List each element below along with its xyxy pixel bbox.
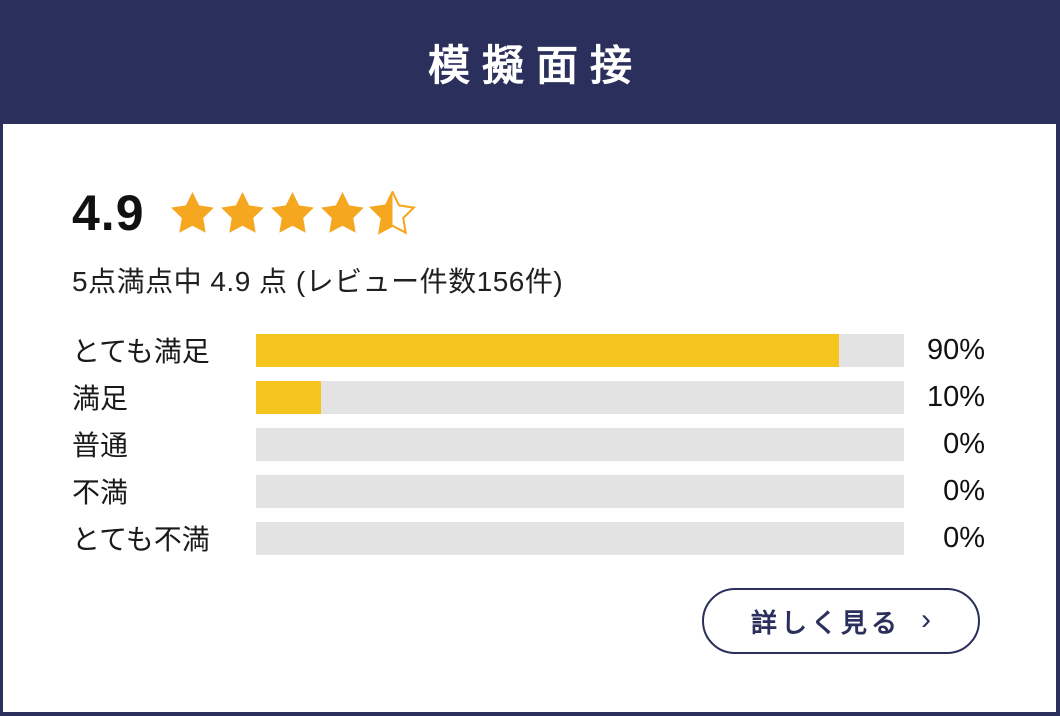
- rating-bar-row: 満足 10%: [72, 377, 985, 414]
- rating-bar-percent: 0%: [943, 427, 985, 460]
- rating-bar-label: とても満足: [72, 336, 210, 367]
- star-full-icon: [170, 191, 214, 233]
- rating-bar-row: 不満 0%: [72, 471, 985, 508]
- rating-bar-label: 不満: [72, 477, 129, 508]
- rating-bar-track: [256, 427, 904, 461]
- star-full-icon: [320, 191, 364, 233]
- rating-bar-track: [256, 380, 904, 414]
- rating-bar-label: 満足: [72, 383, 129, 414]
- chevron-right-icon: ›: [921, 602, 931, 636]
- button-row: 詳しく見る ›: [3, 588, 980, 654]
- rating-bar-row: 普通 0%: [72, 424, 985, 461]
- rating-bars: とても満足 90% 満足 10% 普通 0% 不満 0% とても不満 0%: [72, 330, 985, 555]
- rating-bar-track: [256, 333, 904, 367]
- page-title: 模擬面接: [427, 41, 644, 89]
- see-details-label: 詳しく見る: [750, 607, 901, 638]
- rating-bar-percent: 0%: [943, 474, 985, 507]
- rating-bar-percent: 90%: [926, 333, 985, 366]
- rating-bar-track: [256, 521, 904, 555]
- rating-bar-percent: 0%: [943, 521, 985, 554]
- star-full-icon: [220, 191, 264, 233]
- rating-bar-row: とても満足 90%: [72, 330, 985, 367]
- rating-bar-fill: [256, 333, 840, 367]
- review-card: 4.9 5点満点中 4.9 点 (レビュー件数156件) とても満足 90% 満足 1…: [3, 124, 1056, 712]
- star-rating: [169, 190, 416, 236]
- rating-bar-fill: [256, 380, 321, 414]
- see-details-button[interactable]: 詳しく見る ›: [702, 588, 980, 654]
- star-full-icon: [270, 191, 314, 233]
- rating-bar-track: [256, 474, 904, 508]
- rating-summary: 5点満点中 4.9 点 (レビュー件数156件): [72, 266, 564, 297]
- rating-bar-label: 普通: [72, 430, 129, 461]
- rating-bar-percent: 10%: [926, 380, 985, 413]
- rating-bar-row: とても不満 0%: [72, 518, 985, 555]
- header: 模擬面接: [0, 0, 1060, 124]
- rating-head: 4.9: [72, 185, 1056, 241]
- rating-score: 4.9: [72, 185, 145, 241]
- star-half-icon: [368, 190, 416, 235]
- rating-bar-label: とても不満: [72, 524, 210, 555]
